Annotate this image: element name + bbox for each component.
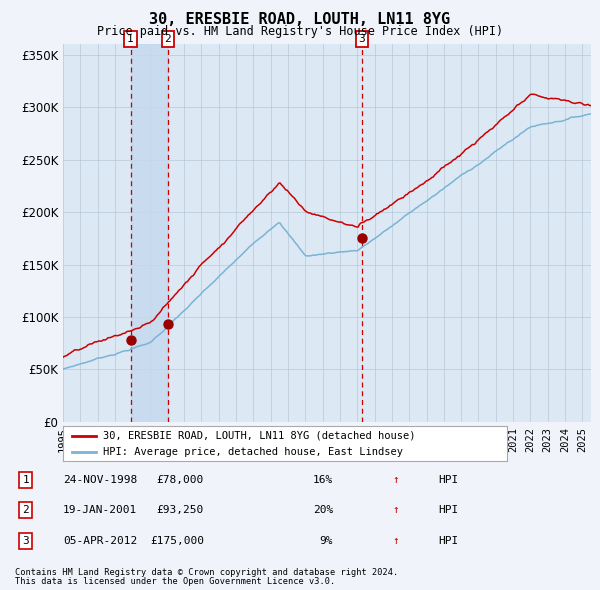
Text: HPI: HPI xyxy=(438,506,458,515)
Text: 3: 3 xyxy=(22,536,29,546)
Text: 19-JAN-2001: 19-JAN-2001 xyxy=(63,506,137,515)
Text: 16%: 16% xyxy=(313,475,333,484)
Text: HPI: HPI xyxy=(438,536,458,546)
Text: £93,250: £93,250 xyxy=(157,506,204,515)
Text: ↑: ↑ xyxy=(392,506,400,515)
Text: 9%: 9% xyxy=(320,536,333,546)
Text: Price paid vs. HM Land Registry's House Price Index (HPI): Price paid vs. HM Land Registry's House … xyxy=(97,25,503,38)
Text: ↑: ↑ xyxy=(392,536,400,546)
Text: 20%: 20% xyxy=(313,506,333,515)
Text: 30, ERESBIE ROAD, LOUTH, LN11 8YG: 30, ERESBIE ROAD, LOUTH, LN11 8YG xyxy=(149,12,451,27)
Text: £78,000: £78,000 xyxy=(157,475,204,484)
Text: 3: 3 xyxy=(359,34,365,44)
Text: 1: 1 xyxy=(127,34,134,44)
Text: This data is licensed under the Open Government Licence v3.0.: This data is licensed under the Open Gov… xyxy=(15,578,335,586)
Text: 1: 1 xyxy=(22,475,29,484)
Text: £175,000: £175,000 xyxy=(150,536,204,546)
Text: 2: 2 xyxy=(22,506,29,515)
Text: HPI: HPI xyxy=(438,475,458,484)
Text: ↑: ↑ xyxy=(392,475,400,484)
Bar xyxy=(131,44,168,422)
Text: 24-NOV-1998: 24-NOV-1998 xyxy=(63,475,137,484)
Text: 30, ERESBIE ROAD, LOUTH, LN11 8YG (detached house): 30, ERESBIE ROAD, LOUTH, LN11 8YG (detac… xyxy=(103,431,415,441)
Text: HPI: Average price, detached house, East Lindsey: HPI: Average price, detached house, East… xyxy=(103,447,403,457)
Text: Contains HM Land Registry data © Crown copyright and database right 2024.: Contains HM Land Registry data © Crown c… xyxy=(15,568,398,577)
Text: 2: 2 xyxy=(164,34,171,44)
Text: 05-APR-2012: 05-APR-2012 xyxy=(63,536,137,546)
